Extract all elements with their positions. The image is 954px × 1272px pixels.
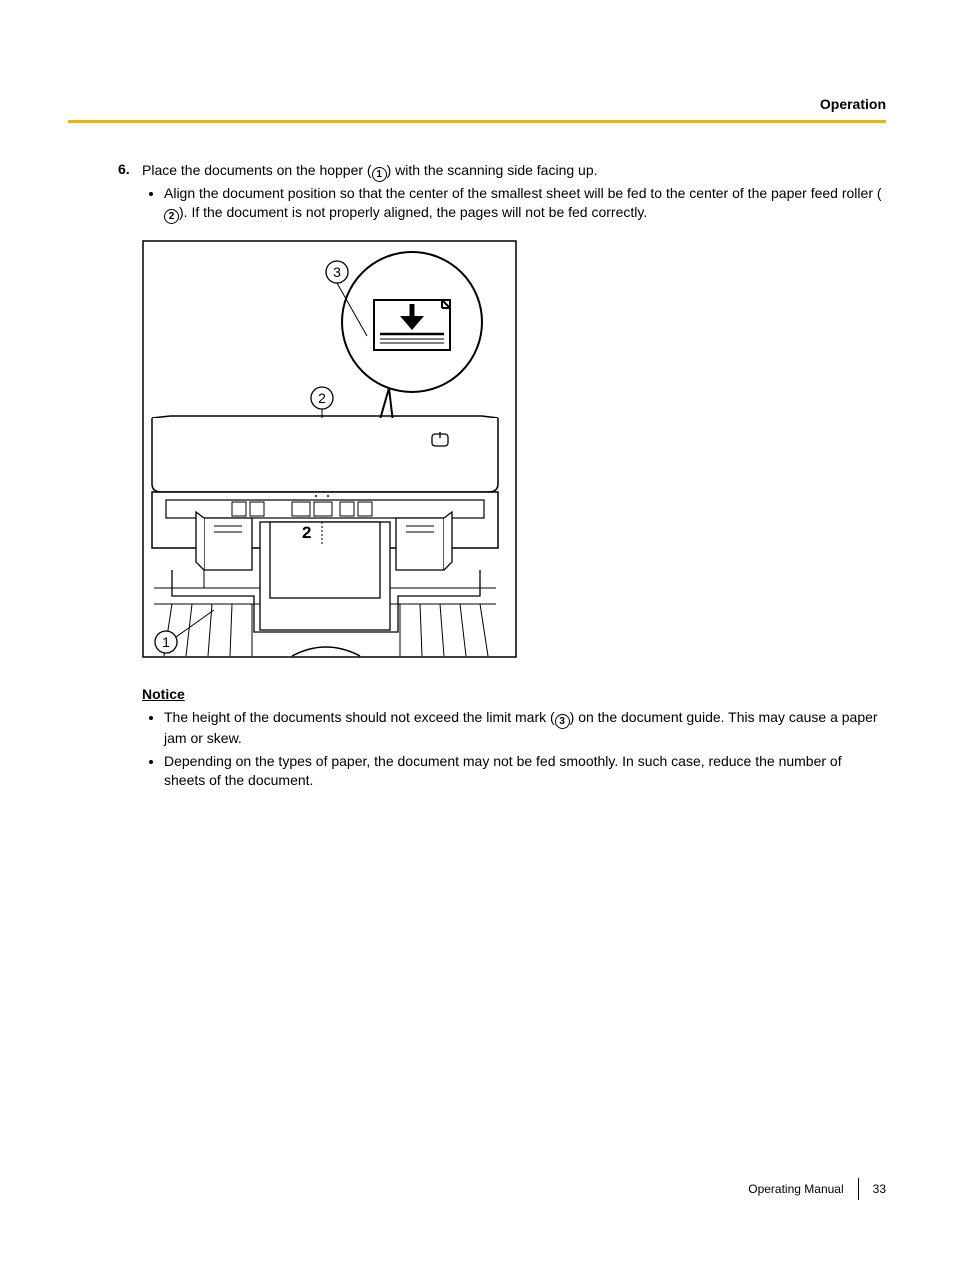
notice-list: The height of the documents should not e… <box>164 708 886 790</box>
page-number: 33 <box>873 1182 886 1196</box>
footer-divider <box>858 1178 859 1200</box>
ref-circle-3: 3 <box>555 714 570 729</box>
page-footer: Operating Manual 33 <box>748 1178 886 1200</box>
notice-item-0: The height of the documents should not e… <box>164 708 886 748</box>
scanner-figure: 3 2 <box>142 240 517 658</box>
step-6: 6. Place the documents on the hopper (1)… <box>118 161 886 228</box>
callout-3-text: 3 <box>333 264 341 280</box>
notice-title: Notice <box>142 686 886 702</box>
scanner-svg: 3 2 <box>142 240 517 658</box>
notice-block: Notice The height of the documents shoul… <box>142 686 886 790</box>
page-header: Operation <box>68 96 886 123</box>
notice-0-a: The height of the documents should not e… <box>164 709 555 725</box>
notice-item-1: Depending on the types of paper, the doc… <box>164 752 886 790</box>
ref-circle-2: 2 <box>164 209 179 224</box>
page: Operation 6. Place the documents on the … <box>0 0 954 1272</box>
section-title: Operation <box>820 96 886 112</box>
callout-1-text: 1 <box>162 634 170 650</box>
callout-2-text: 2 <box>318 390 326 406</box>
step-bullet-0: Align the document position so that the … <box>164 184 886 224</box>
step-text-b: ) with the scanning side facing up. <box>387 162 598 178</box>
step-text-a: Place the documents on the hopper ( <box>142 162 372 178</box>
slot-label: 2 <box>302 523 311 542</box>
step-bullets: Align the document position so that the … <box>164 184 886 224</box>
bullet-0-a: Align the document position so that the … <box>164 185 882 201</box>
ref-circle-1: 1 <box>372 167 387 182</box>
step-body: Place the documents on the hopper (1) wi… <box>142 161 886 228</box>
bullet-0-b: ). If the document is not properly align… <box>179 204 647 220</box>
step-number: 6. <box>118 161 142 228</box>
notice-1-a: Depending on the types of paper, the doc… <box>164 753 842 788</box>
footer-label: Operating Manual <box>748 1182 843 1196</box>
